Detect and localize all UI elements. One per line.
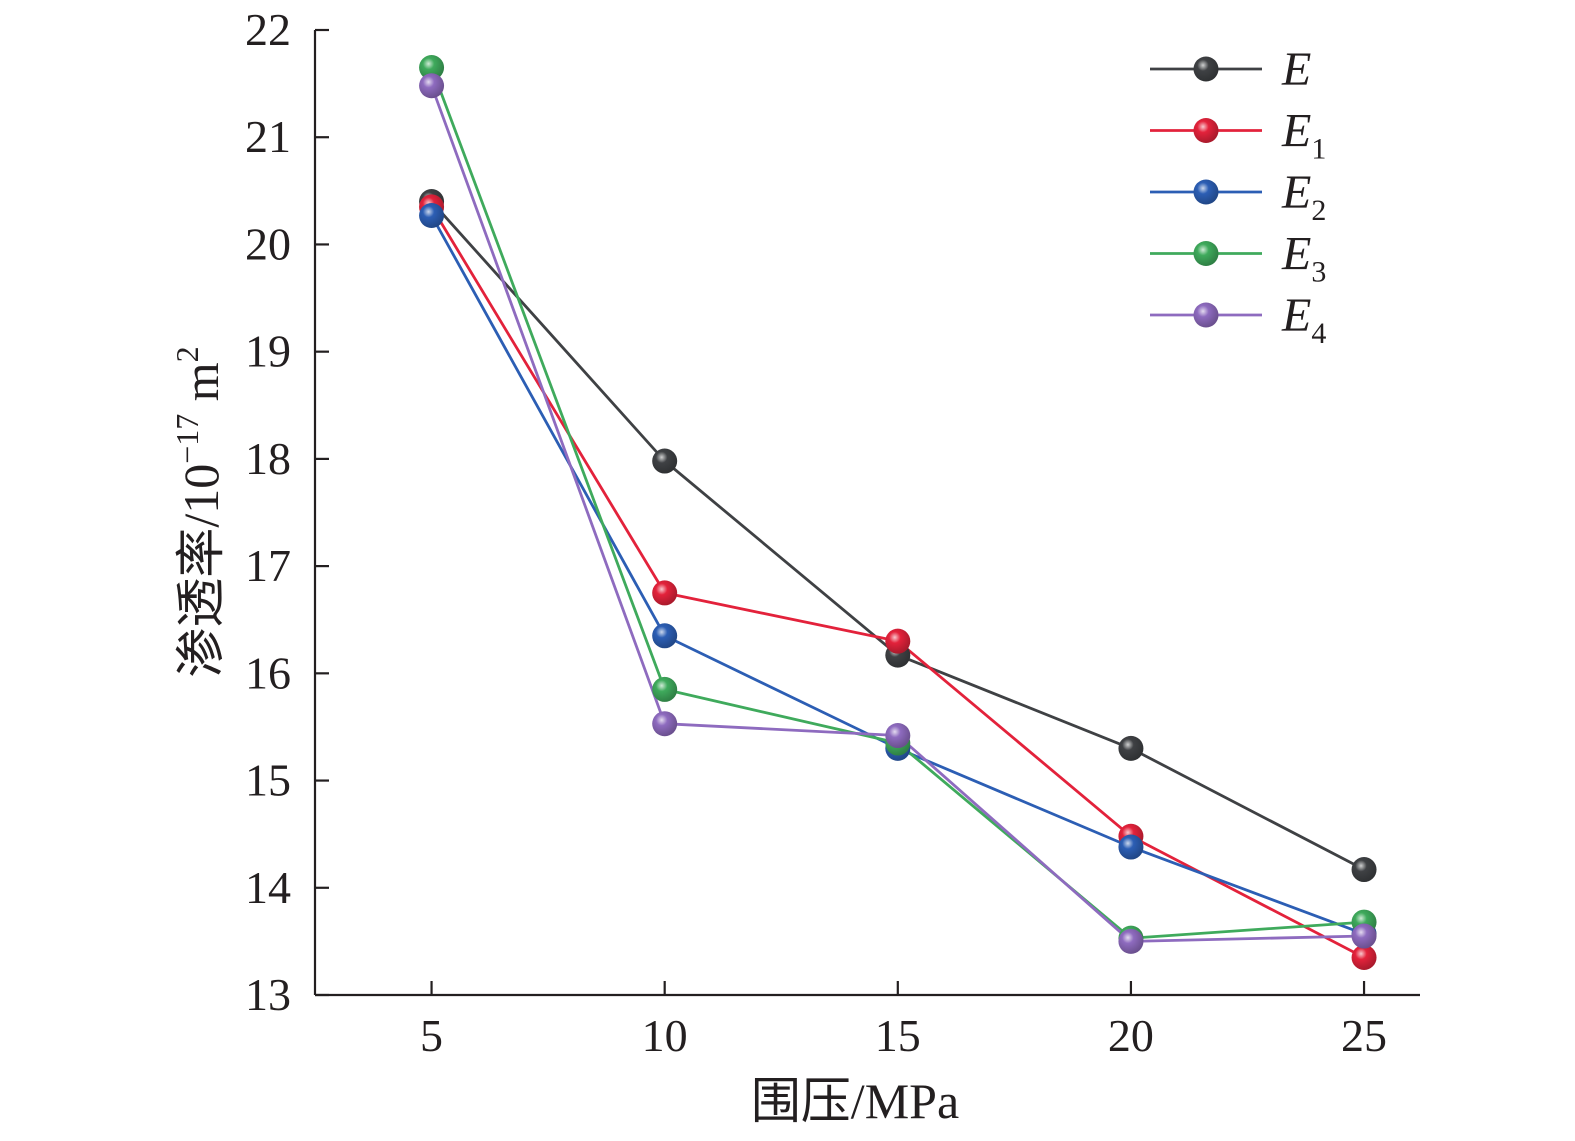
legend-marker (1193, 118, 1219, 143)
legend-label: E2 (1281, 166, 1326, 227)
data-point (1118, 735, 1144, 761)
y-axis-title-unit: m (173, 362, 229, 414)
series-lines (430, 67, 1365, 959)
y-axis-title-unit-exponent: 2 (169, 346, 205, 362)
x-axis-title: 围压/MPa (751, 1073, 959, 1129)
data-point (652, 711, 678, 737)
y-axis-title: 渗透率/10−17 m2 (169, 346, 229, 677)
x-tick-label: 10 (642, 1010, 688, 1061)
legend-label-main: E (1281, 289, 1311, 342)
legend-label-main: E (1281, 228, 1311, 281)
data-point (419, 202, 445, 228)
y-tick-label: 15 (245, 755, 291, 806)
data-point (1351, 923, 1377, 949)
y-axis-title-exponent: −17 (169, 414, 205, 464)
y-axis-title-main: 渗透率/10 (173, 464, 229, 678)
legend-label: E1 (1281, 105, 1326, 166)
y-tick-label: 22 (245, 4, 291, 55)
y-tick-label: 20 (245, 218, 291, 269)
legend-label-subscript: 1 (1311, 133, 1326, 166)
x-tick-label: 20 (1108, 1010, 1154, 1061)
data-point (885, 628, 911, 654)
data-point (885, 723, 911, 749)
data-point (652, 623, 678, 649)
x-tick-label: 15 (875, 1010, 921, 1061)
legend-marker (1193, 241, 1219, 266)
legend-label-main: E (1281, 166, 1311, 219)
y-ticks: 13 14 15 16 17 18 19 20 21 22 (245, 4, 329, 1020)
y-tick-label: 16 (245, 647, 291, 698)
legend-marker (1193, 56, 1219, 82)
legend-label-subscript: 2 (1311, 194, 1326, 227)
legend-label: E (1281, 43, 1311, 96)
data-point (419, 73, 445, 99)
data-point (652, 676, 678, 702)
series-line-0 (430, 200, 1365, 871)
legend-label-subscript: 4 (1311, 317, 1326, 350)
axes (313, 30, 1420, 997)
data-point (652, 448, 678, 474)
legend-label-subscript: 3 (1311, 256, 1326, 289)
x-ticks: 5 10 15 20 25 (420, 981, 1387, 1061)
legend-marker (1193, 179, 1219, 205)
series-line-3 (430, 67, 1365, 940)
data-point (1351, 857, 1377, 883)
x-tick-label: 5 (420, 1010, 443, 1061)
y-tick-label: 21 (245, 111, 291, 162)
legend-label: E3 (1281, 228, 1326, 289)
data-point (1351, 944, 1377, 970)
legend-label-main: E (1281, 43, 1311, 96)
y-tick-label: 18 (245, 433, 291, 484)
legend-label: E4 (1281, 289, 1326, 350)
data-point (419, 55, 445, 81)
series-line-4 (430, 85, 1365, 943)
legend-label-main: E (1281, 105, 1311, 158)
series-line-2 (430, 214, 1365, 936)
data-point (1118, 834, 1144, 860)
series-points (419, 55, 1377, 970)
x-tick-label: 25 (1341, 1010, 1387, 1061)
y-tick-label: 19 (245, 326, 291, 377)
y-tick-label: 14 (245, 862, 291, 913)
data-point (652, 580, 678, 606)
legend-marker (1193, 302, 1219, 328)
y-tick-label: 17 (245, 540, 291, 591)
y-tick-label: 13 (245, 969, 291, 1020)
series-line-1 (430, 206, 1365, 959)
data-point (1118, 928, 1144, 954)
